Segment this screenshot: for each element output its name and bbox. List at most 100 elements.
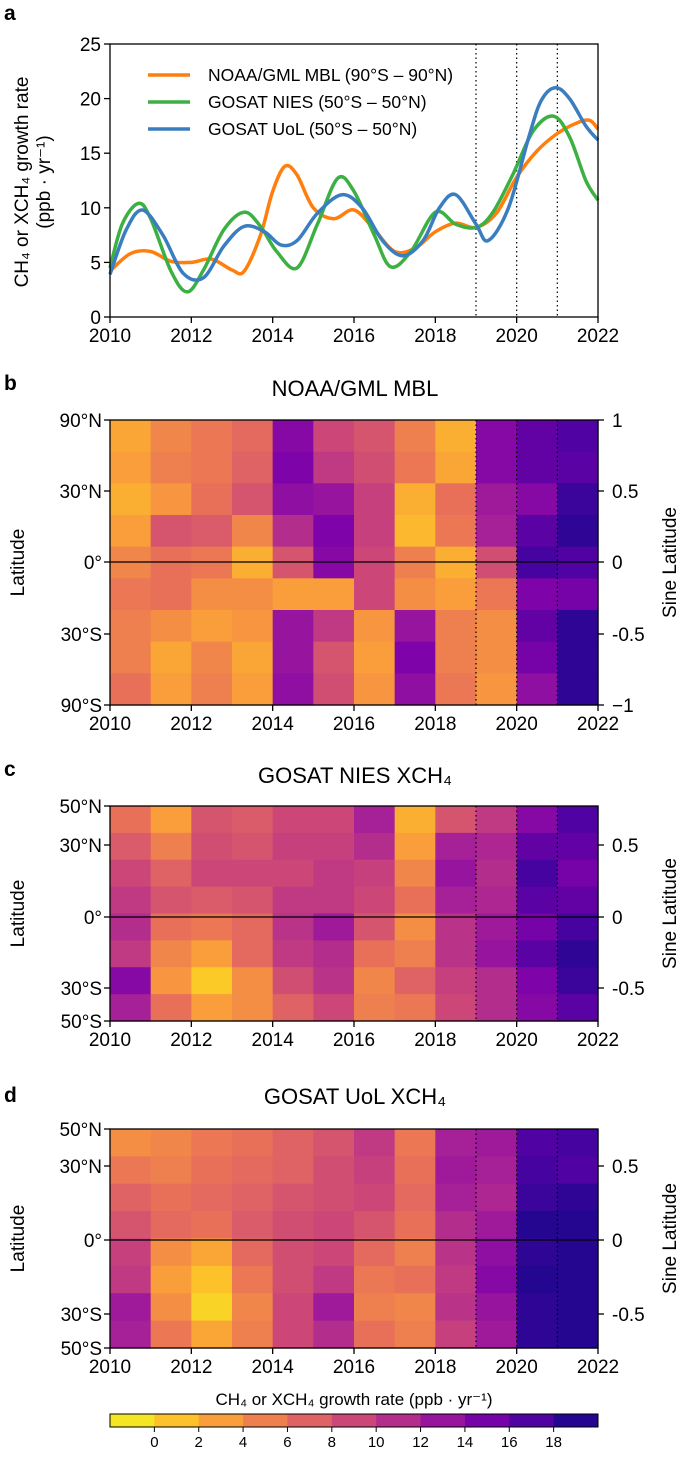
- heatmap-cell: [354, 1183, 396, 1212]
- heatmap-cell: [110, 1183, 152, 1212]
- heatmap-cell: [354, 994, 396, 1022]
- heatmap-cell: [110, 859, 152, 888]
- x-tick-label: 2012: [170, 1030, 212, 1051]
- heatmap-cell: [435, 940, 477, 968]
- heatmap-cell: [516, 610, 558, 643]
- latitude-tick-label: 50°S: [61, 1012, 102, 1033]
- heatmap-cell: [150, 967, 192, 995]
- heatmap-cell: [516, 515, 558, 548]
- y-tick-label: 15: [80, 144, 101, 165]
- y-axis-label-line2: (ppb · yr⁻¹): [34, 135, 55, 228]
- colorbar-segment: [110, 1414, 155, 1427]
- heatmap-cell: [150, 641, 192, 674]
- heatmap-cell: [110, 1129, 152, 1157]
- heatmap-cell: [191, 1211, 233, 1240]
- heatmap-cell: [557, 940, 599, 968]
- heatmap-cell: [150, 859, 192, 888]
- heatmap-cell: [272, 546, 314, 579]
- x-tick-label: 2010: [89, 714, 131, 735]
- heatmap-cell: [557, 1265, 599, 1294]
- heatmap-cell: [557, 806, 599, 834]
- x-tick-label: 2010: [89, 1357, 131, 1378]
- heatmap-cell: [313, 913, 355, 941]
- heatmap-cell: [110, 994, 152, 1022]
- latitude-tick-label: 30°N: [60, 1157, 102, 1178]
- heatmap-cell: [516, 1238, 558, 1267]
- heatmap-cell: [557, 994, 599, 1022]
- panel-c-title: GOSAT NIES XCH₄: [258, 763, 452, 788]
- heatmap-cell: [354, 1293, 396, 1322]
- heatmap-cell: [354, 967, 396, 995]
- heatmap-cell: [232, 610, 274, 643]
- x-tick-label: 2018: [414, 714, 456, 735]
- heatmap-cell: [313, 1265, 355, 1294]
- heatmap-cell: [313, 641, 355, 674]
- heatmap-cell: [110, 546, 152, 579]
- heatmap-cell: [272, 451, 314, 484]
- heatmap-cell: [232, 483, 274, 516]
- heatmap-cell: [191, 832, 233, 861]
- sine-latitude-tick-label: 0.5: [612, 836, 638, 857]
- x-tick-label: 2012: [170, 1357, 212, 1378]
- heatmap-cell: [150, 1156, 192, 1185]
- colorbar-tick-label: 6: [283, 1434, 291, 1451]
- heatmap-cell: [516, 578, 558, 611]
- heatmap-cell: [557, 1183, 599, 1212]
- heatmap-cell: [394, 832, 436, 861]
- heatmap-cell: [272, 913, 314, 941]
- latitude-tick-label: 30°N: [60, 836, 102, 857]
- heatmap-cell: [557, 1320, 599, 1349]
- heatmap-cell: [232, 940, 274, 968]
- heatmap-cell: [313, 1211, 355, 1240]
- x-tick-label: 2022: [577, 1030, 619, 1051]
- heatmap-cell: [272, 673, 314, 706]
- heatmap-cell: [394, 546, 436, 579]
- heatmap-cell: [354, 859, 396, 888]
- x-tick-label: 2018: [414, 1357, 456, 1378]
- heatmap-cell: [394, 483, 436, 516]
- heatmap-cell: [110, 1293, 152, 1322]
- heatmap-cell: [354, 641, 396, 674]
- heatmap-cell: [435, 859, 477, 888]
- heatmap-cell: [272, 578, 314, 611]
- heatmap-cell: [191, 1129, 233, 1157]
- heatmap-cell: [394, 1265, 436, 1294]
- heatmap-cell: [150, 515, 192, 548]
- colorbar-tick-label: 12: [412, 1434, 429, 1451]
- colorbar-tick-label: 16: [501, 1434, 518, 1451]
- heatmap-cell: [150, 1129, 192, 1157]
- colorbar-tick-label: 2: [195, 1434, 203, 1451]
- heatmap-cell: [313, 1183, 355, 1212]
- heatmap-cell: [394, 1183, 436, 1212]
- heatmap-cell: [516, 859, 558, 888]
- heatmap-cell: [394, 967, 436, 995]
- heatmap-cell: [232, 1129, 274, 1157]
- heatmap-cell: [394, 886, 436, 915]
- heatmap-cell: [191, 641, 233, 674]
- heatmap-cell: [354, 1320, 396, 1349]
- colorbar-tick-label: 0: [150, 1434, 158, 1451]
- heatmap-cell: [313, 1156, 355, 1185]
- heatmap-cell: [232, 994, 274, 1022]
- latitude-tick-label: 50°N: [60, 1120, 102, 1141]
- heatmap-cell: [516, 1156, 558, 1185]
- heatmap-cell: [557, 515, 599, 548]
- latitude-tick-label: 30°S: [61, 625, 102, 646]
- sine-latitude-tick-label: -0.5: [612, 1305, 645, 1326]
- heatmap-cell: [272, 1265, 314, 1294]
- nies-heatmap: 50°N 30°N 0° 30°S 50°S 0.5 0 -0.5 2010 2012 2014 20…: [8, 797, 681, 1051]
- colorbar-segment: [287, 1414, 333, 1427]
- heatmap-cell: [150, 886, 192, 915]
- heatmap-cell: [272, 1293, 314, 1322]
- y-axis-label-line1: CH₄ or XCH₄ growth rate: [12, 77, 33, 288]
- colorbar-segment: [154, 1414, 200, 1427]
- sine-latitude-tick-label: 1: [612, 411, 623, 432]
- heatmap-cell: [557, 1293, 599, 1322]
- x-tick-label: 2022: [577, 714, 619, 735]
- heatmap-cell: [272, 483, 314, 516]
- heatmap-cell: [191, 1265, 233, 1294]
- heatmap-cell: [435, 1211, 477, 1240]
- heatmap-cell: [272, 515, 314, 548]
- heatmap-cell: [394, 940, 436, 968]
- heatmap-cell: [394, 1320, 436, 1349]
